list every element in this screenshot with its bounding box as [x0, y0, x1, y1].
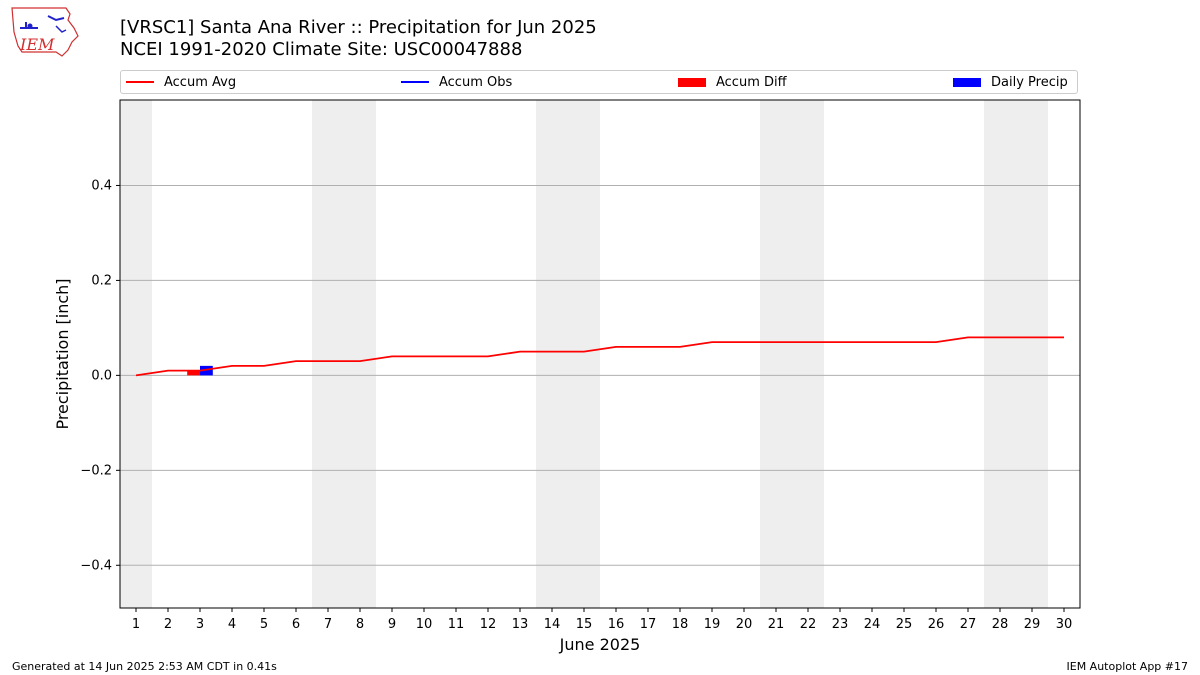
x-tick-label: 9 — [388, 617, 396, 632]
weekend-shade — [760, 100, 824, 608]
footer-generated: Generated at 14 Jun 2025 2:53 AM CDT in … — [12, 660, 277, 673]
x-tick-label: 1 — [132, 617, 140, 632]
footer-app-id: IEM Autoplot App #17 — [1066, 660, 1189, 673]
chart-subtitle: NCEI 1991-2020 Climate Site: USC00047888 — [120, 39, 523, 60]
weekend-shade — [536, 100, 600, 608]
x-tick-label: 13 — [512, 617, 529, 632]
x-tick-label: 17 — [640, 617, 657, 632]
legend-swatch-accum-obs — [401, 81, 429, 83]
legend-label: Accum Obs — [439, 74, 513, 90]
legend-label: Accum Avg — [164, 74, 237, 90]
iem-logo: IEM — [11, 7, 79, 57]
x-tick-label: 19 — [704, 617, 721, 632]
x-tick-label: 14 — [544, 617, 561, 632]
plot-frame — [119, 99, 1081, 609]
x-tick-label: 23 — [832, 617, 849, 632]
x-tick-label: 7 — [324, 617, 332, 632]
x-tick-label: 25 — [896, 617, 913, 632]
legend-item-accum-avg: Accum Avg — [126, 71, 236, 93]
legend-item-accum-obs: Accum Obs — [401, 71, 512, 93]
weekend-shade — [984, 100, 1048, 608]
x-tick-label: 16 — [608, 617, 625, 632]
x-tick-label: 12 — [480, 617, 497, 632]
legend-swatch-accum-diff — [678, 77, 706, 87]
x-tick-label: 22 — [800, 617, 817, 632]
x-tick-label: 21 — [768, 617, 785, 632]
legend-label: Accum Diff — [716, 74, 787, 90]
x-tick-label: 4 — [228, 617, 236, 632]
legend-swatch-daily-precip — [953, 77, 981, 87]
y-tick-label: −0.4 — [80, 558, 112, 573]
x-tick-label: 2 — [164, 617, 172, 632]
x-tick-label: 20 — [736, 617, 753, 632]
y-tick-label: 0.2 — [91, 273, 112, 288]
y-tick-label: 0.4 — [91, 178, 112, 193]
weekend-shade — [312, 100, 376, 608]
legend: Accum Avg Accum Obs Accum Diff Daily Pre… — [120, 70, 1078, 94]
chart-title: [VRSC1] Santa Ana River :: Precipitation… — [120, 17, 597, 38]
x-tick-label: 5 — [260, 617, 268, 632]
bar-accum-diff — [187, 370, 200, 376]
x-tick-label: 30 — [1056, 617, 1073, 632]
y-tick-label: 0.0 — [91, 368, 112, 383]
legend-swatch-accum-avg — [126, 81, 154, 83]
x-tick-label: 8 — [356, 617, 364, 632]
x-tick-label: 18 — [672, 617, 689, 632]
x-tick-label: 29 — [1024, 617, 1041, 632]
legend-label: Daily Precip — [991, 74, 1068, 90]
y-tick-label: −0.2 — [80, 463, 112, 478]
x-tick-label: 10 — [416, 617, 433, 632]
x-tick-label: 28 — [992, 617, 1009, 632]
x-tick-label: 15 — [576, 617, 593, 632]
weekend-shade — [120, 100, 152, 608]
x-tick-label: 24 — [864, 617, 881, 632]
logo-text: IEM — [19, 35, 55, 54]
x-tick-label: 6 — [292, 617, 300, 632]
legend-item-accum-diff: Accum Diff — [678, 71, 787, 93]
x-tick-label: 27 — [960, 617, 977, 632]
series-line-accum-avg — [135, 336, 1064, 377]
x-tick-label: 11 — [448, 617, 465, 632]
bar-daily-precip — [200, 365, 213, 376]
x-tick-label: 3 — [196, 617, 204, 632]
y-axis-label: Precipitation [inch] — [53, 278, 72, 429]
x-axis-label: June 2025 — [559, 635, 641, 654]
x-tick-label: 26 — [928, 617, 945, 632]
legend-item-daily-precip: Daily Precip — [953, 71, 1068, 93]
